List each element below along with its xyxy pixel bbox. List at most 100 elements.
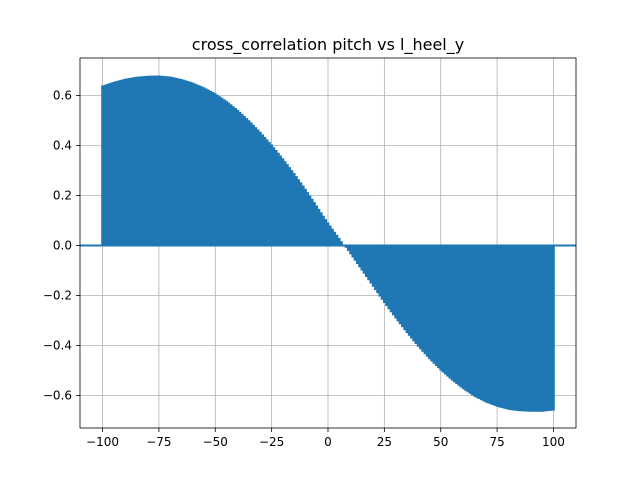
correlation-bar bbox=[304, 188, 307, 246]
y-tick-label: 0.2 bbox=[53, 189, 72, 203]
correlation-bar bbox=[180, 79, 183, 246]
correlation-bar bbox=[281, 158, 285, 246]
correlation-bar bbox=[493, 245, 497, 406]
correlation-bar bbox=[486, 245, 490, 404]
correlation-bar bbox=[211, 92, 215, 246]
correlation-bar bbox=[529, 245, 533, 412]
correlation-bar bbox=[245, 118, 249, 246]
x-tick-label: −100 bbox=[86, 435, 119, 449]
y-tick-label: 0.6 bbox=[53, 89, 72, 103]
correlation-bar bbox=[166, 76, 170, 246]
correlation-bar bbox=[477, 245, 481, 400]
correlation-bar bbox=[155, 75, 159, 246]
correlation-bar bbox=[333, 231, 337, 246]
correlation-bar bbox=[191, 82, 195, 246]
correlation-bar bbox=[103, 84, 107, 246]
correlation-bar bbox=[252, 124, 255, 246]
y-tick-label: −0.6 bbox=[43, 389, 72, 403]
correlation-bar bbox=[369, 245, 373, 284]
correlation-bar bbox=[159, 75, 163, 246]
correlation-bar bbox=[101, 85, 104, 246]
correlation-bar bbox=[326, 222, 330, 246]
correlation-bar bbox=[141, 76, 145, 246]
correlation-bar bbox=[446, 245, 449, 377]
correlation-bar bbox=[132, 77, 136, 246]
correlation-bar bbox=[162, 75, 165, 246]
correlation-bar bbox=[259, 131, 262, 246]
correlation-bar bbox=[283, 161, 287, 246]
correlation-bar bbox=[200, 86, 204, 246]
correlation-bar bbox=[437, 245, 440, 369]
correlation-bar bbox=[331, 228, 334, 246]
correlation-bar bbox=[538, 245, 542, 412]
correlation-bar bbox=[195, 84, 199, 246]
correlation-bar bbox=[225, 100, 228, 246]
correlation-bar bbox=[432, 245, 436, 364]
x-tick-label: 50 bbox=[433, 435, 448, 449]
correlation-bar bbox=[148, 75, 152, 246]
correlation-bar bbox=[135, 76, 138, 246]
correlation-bar bbox=[425, 245, 429, 357]
correlation-bar bbox=[500, 245, 503, 408]
correlation-bar bbox=[461, 245, 465, 390]
correlation-bar bbox=[277, 152, 280, 246]
correlation-bar bbox=[434, 245, 438, 366]
correlation-bar bbox=[227, 102, 231, 246]
correlation-bar bbox=[507, 245, 510, 410]
correlation-bar bbox=[119, 79, 122, 246]
correlation-bar bbox=[536, 245, 540, 412]
correlation-bar bbox=[249, 122, 253, 246]
correlation-bar bbox=[441, 245, 445, 373]
correlation-bar bbox=[240, 113, 244, 246]
correlation-bar bbox=[306, 192, 310, 246]
correlation-bar bbox=[430, 245, 434, 362]
correlation-bar bbox=[150, 75, 154, 246]
x-tick-label: −25 bbox=[259, 435, 284, 449]
x-tick-label: 25 bbox=[377, 435, 392, 449]
correlation-bar bbox=[171, 77, 174, 246]
correlation-bar bbox=[299, 182, 303, 246]
correlation-bar bbox=[488, 245, 492, 405]
y-tick-label: 0.0 bbox=[53, 239, 72, 253]
y-tick-label: 0.4 bbox=[53, 139, 72, 153]
correlation-bar bbox=[209, 90, 213, 246]
correlation-bar bbox=[518, 245, 521, 412]
correlation-bar bbox=[243, 116, 246, 246]
correlation-bar bbox=[513, 245, 517, 411]
correlation-bar bbox=[202, 87, 206, 246]
correlation-bar bbox=[547, 245, 551, 411]
correlation-bar bbox=[213, 93, 217, 246]
correlation-bar bbox=[534, 245, 537, 412]
correlation-bar bbox=[335, 234, 339, 246]
correlation-bar bbox=[290, 170, 294, 246]
x-tick-label: 0 bbox=[324, 435, 332, 449]
correlation-bar bbox=[344, 245, 348, 248]
correlation-bar bbox=[286, 164, 289, 246]
correlation-bar bbox=[193, 83, 197, 246]
correlation-bar bbox=[247, 120, 251, 246]
correlation-bar bbox=[268, 141, 271, 246]
correlation-bar bbox=[448, 245, 452, 379]
correlation-bar bbox=[324, 219, 328, 246]
correlation-bar bbox=[416, 245, 420, 347]
correlation-bar bbox=[263, 136, 267, 246]
correlation-bar bbox=[398, 245, 402, 325]
correlation-bar bbox=[511, 245, 515, 411]
x-tick-label: −75 bbox=[146, 435, 171, 449]
correlation-bar bbox=[157, 75, 161, 246]
correlation-bar bbox=[407, 245, 411, 336]
correlation-bar bbox=[121, 79, 125, 246]
correlation-bar bbox=[466, 245, 470, 393]
correlation-bar bbox=[421, 245, 425, 352]
correlation-bar bbox=[346, 245, 350, 251]
correlation-bar bbox=[128, 77, 131, 246]
correlation-bar bbox=[423, 245, 427, 355]
correlation-bar bbox=[527, 245, 531, 412]
correlation-bar bbox=[107, 83, 111, 246]
correlation-bar bbox=[371, 245, 375, 287]
correlation-bar bbox=[168, 76, 172, 246]
correlation-bar bbox=[351, 245, 355, 258]
correlation-bar bbox=[265, 139, 269, 246]
bars-layer bbox=[101, 75, 555, 412]
correlation-bar bbox=[479, 245, 483, 401]
